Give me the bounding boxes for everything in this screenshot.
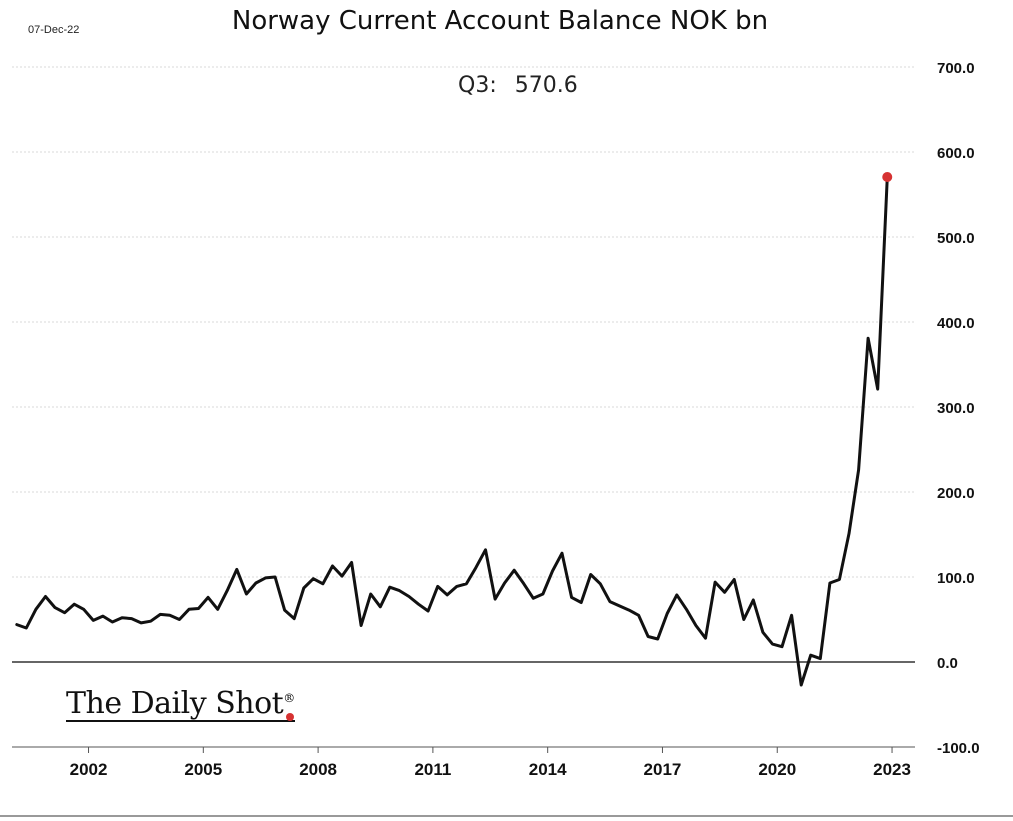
latest-value-annotation: Q3: 570.6 xyxy=(458,73,578,98)
y-tick-label: 0.0 xyxy=(937,655,958,672)
axes xyxy=(12,746,915,753)
y-tick-label: 600.0 xyxy=(937,145,975,162)
y-tick-label: 400.0 xyxy=(937,315,975,332)
x-tick-label: 2017 xyxy=(644,760,682,779)
x-tick-label: 2023 xyxy=(873,760,911,779)
x-tick-label: 2008 xyxy=(299,760,337,779)
x-tick-label: 2002 xyxy=(70,760,108,779)
date-stamp: 07-Dec-22 xyxy=(28,24,80,36)
y-axis-tick-labels: -100.0 0.0 100.0 200.0 300.0 400.0 500.0 600.0 7… xyxy=(937,60,980,757)
brand-mark: ® xyxy=(283,691,295,705)
last-point-marker xyxy=(882,171,893,182)
bottom-rule xyxy=(0,815,1013,817)
x-axis-tick-labels: 2002 2005 2008 2011 2014 2017 2020 2023 xyxy=(70,760,911,779)
brand-name: The Daily Shot xyxy=(66,686,284,721)
y-tick-label: 700.0 xyxy=(937,60,975,77)
y-tick-label: 300.0 xyxy=(937,400,975,417)
brand-dot-icon xyxy=(286,713,294,721)
y-tick-label: -100.0 xyxy=(937,740,980,757)
y-tick-label: 100.0 xyxy=(937,570,975,587)
x-tick-label: 2020 xyxy=(758,760,796,779)
series-line xyxy=(15,175,889,687)
x-tick-label: 2005 xyxy=(184,760,222,779)
chart-title: Norway Current Account Balance NOK bn xyxy=(231,6,769,36)
x-tick-label: 2011 xyxy=(414,760,451,779)
x-tick-label: 2014 xyxy=(529,760,567,779)
brand-logo: The Daily Shot® xyxy=(66,682,295,722)
annotation-value: 570.6 xyxy=(514,73,578,98)
y-tick-label: 500.0 xyxy=(937,230,975,247)
annotation-label: Q3: xyxy=(458,73,497,98)
y-tick-label: 200.0 xyxy=(937,485,975,502)
